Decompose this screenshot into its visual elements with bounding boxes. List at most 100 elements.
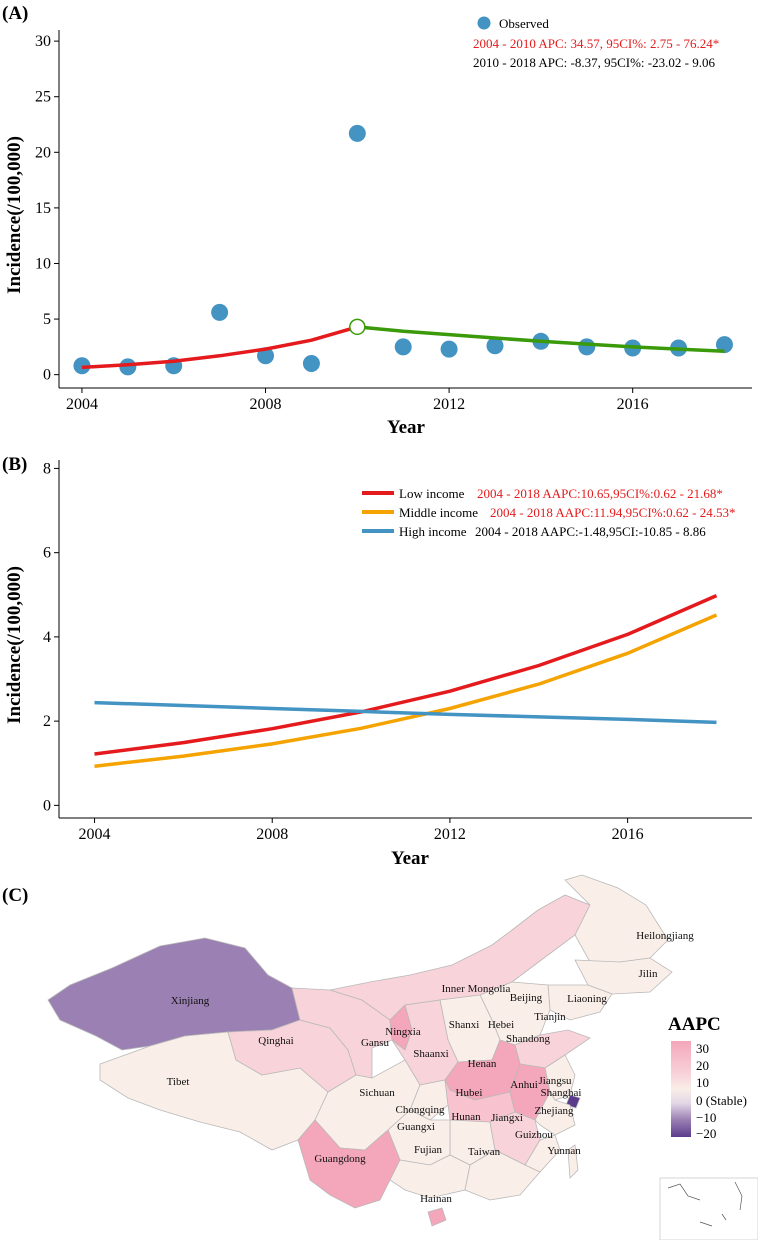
legend-middle-income-label: Middle income [399,505,478,520]
panel-a-y-tick-label: 30 [35,33,51,50]
label-ningxia: Ningxia [385,1026,421,1038]
panel-b-y-tick-label: 0 [43,797,51,814]
label-shanghai: Shanghai [541,1087,582,1099]
panel-b-label: (B) [2,454,27,475]
region-taiwan [567,1144,579,1179]
label-taiwan: Yunnan [547,1145,581,1157]
label-xinjiang: Xinjiang [171,995,210,1007]
line-middle-income [94,613,718,768]
panel-b-y-title: Incidence(/100,000) [4,566,25,724]
panel-b-y-tick-label: 6 [43,545,51,562]
panel-b-y-tick-label: 8 [43,460,51,477]
panel-a-y-tick-label: 0 [43,367,51,384]
legend-middle-income-stat: 2004 - 2018 AAPC:11.94,95CI%:0.62 - 24.5… [490,505,735,520]
label-jiangxi: Jiangxi [491,1112,523,1124]
panel-b-x-tick-label: 2008 [256,826,288,843]
aapc-legend-tick-label: 0 (Stable) [696,1093,747,1108]
legend-observed-marker [477,16,491,30]
label-zhejiang: Zhejiang [534,1105,574,1117]
panel-a-y-tick-label: 5 [43,311,51,328]
legend-apc-2010-2018: 2010 - 2018 APC: -8.37, 95CI%: -23.02 - … [473,55,715,70]
panel-c-province-map: (C) [2,874,758,1240]
label-liaoning: Liaoning [567,993,607,1005]
legend-low-income-stat: 2004 - 2018 AAPC:10.65,95CI%:0.62 - 21.6… [477,486,723,501]
observed-point [302,355,320,373]
panel-c-label: (C) [2,885,28,906]
region-zhejiang [534,1091,576,1136]
panel-b-x-tick-label: 2012 [434,826,466,843]
observed-point [486,337,504,355]
observed-point [257,347,275,365]
panel-a-x-tick-label: 2016 [617,396,649,413]
label-hunan: Hunan [451,1111,481,1123]
observed-point [394,338,412,356]
observed-point [578,338,596,356]
china-map [47,874,673,1227]
panel-b-y-tick-label: 2 [43,713,51,730]
label-beijing: Beijing [510,992,543,1004]
region-guangdong [464,1149,541,1201]
observed-point [348,124,366,142]
observed-point [440,340,458,358]
panel-a-x-tick-label: 2012 [433,396,465,413]
panel-b-x-tick-label: 2016 [612,826,644,843]
label-jilin: Jilin [639,968,658,980]
legend-high-income-label: High income [399,524,467,539]
aapc-legend-tick-label: 30 [696,1041,709,1056]
label-tibet: Tibet [167,1076,190,1088]
fitted-line-2010-2018 [357,325,725,354]
label-heilongjiang: Heilongjiang [636,930,694,942]
panel-a-incidence-joinpoint: (A) 2004 2008 2012 2016 0 5 10 15 20 25 30 Observe… [2,3,752,438]
panel-a-marks [73,124,733,376]
panel-b-y-tick-label: 4 [43,629,51,646]
panel-a-y-tick-label: 10 [35,255,51,272]
panel-a-y-tick-label: 20 [35,144,51,161]
label-tianjin: Tianjin [534,1011,566,1023]
observed-point [715,336,733,354]
panel-a-y-title: Incidence(/100,000) [4,136,25,294]
fitted-line-2004-2010 [81,325,358,370]
legend-apc-2004-2010: 2004 - 2010 APC: 34.57, 95CI%: 2.75 - 76… [473,36,719,51]
panel-a-label: (A) [2,3,28,24]
inset-dots [699,1213,727,1227]
label-shaanxi: Shaanxi [413,1048,448,1060]
panel-b-x-title: Year [391,848,430,869]
legend-high-income-stat: 2004 - 2018 AAPC:-1.48,95CI:-10.85 - 8.8… [475,524,706,539]
label-guangxi: Fujian [414,1144,443,1156]
label-gansu: Gansu [361,1037,390,1049]
label-qinghai: Qinghai [258,1035,293,1047]
label-hainan: Hainan [420,1193,452,1205]
inset-coastline [667,1183,701,1201]
label-sichuan: Sichuan [359,1087,395,1099]
legend-observed-label: Observed [499,16,549,31]
panel-a-legend: Observed 2004 - 2010 APC: 34.57, 95CI%: … [473,16,719,70]
panel-b-legend: Low income 2004 - 2018 AAPC:10.65,95CI%:… [362,486,735,539]
panel-a-x-tick-label: 2004 [66,396,98,413]
label-hubei: Hubei [456,1087,483,1099]
label-shandong: Shandong [506,1033,551,1045]
line-high-income [94,700,717,725]
label-guangdong: Taiwan [468,1146,501,1158]
panel-a-axes: 2004 2008 2012 2016 0 5 10 15 20 25 30 [35,30,752,413]
line-low-income [94,593,718,756]
label-inner-mongolia: Inner Mongolia [442,983,511,995]
label-fujian: Guizhou [515,1129,553,1141]
panel-a-y-tick-label: 25 [35,89,51,106]
province-labels: Xinjiang Tibet Qinghai Gansu Inner Mongo… [167,930,695,1205]
aapc-legend-tick-label: −20 [696,1126,716,1141]
label-anhui: Anhui [510,1079,538,1091]
aapc-legend-tick-label: 20 [696,1058,709,1073]
aapc-legend-ticks: 30 20 10 0 (Stable) −10−20 [696,1041,747,1141]
label-hebei: Hebei [488,1019,514,1031]
joinpoint-marker [349,318,366,336]
label-yunnan: Guangdong [314,1153,366,1165]
panel-b-axes: 2004 2008 2012 2016 0 2 4 6 8 [43,460,752,843]
legend-low-income-label: Low income [399,486,465,501]
region-hainan [427,1207,447,1227]
label-chongqing: Chongqing [396,1104,445,1116]
panel-a-y-tick-label: 15 [35,200,51,217]
aapc-legend-tick-label: 10 [696,1075,709,1090]
inset-island-chain [734,1181,743,1211]
aapc-colorbar [671,1041,691,1137]
panel-a-x-tick-label: 2008 [250,396,282,413]
